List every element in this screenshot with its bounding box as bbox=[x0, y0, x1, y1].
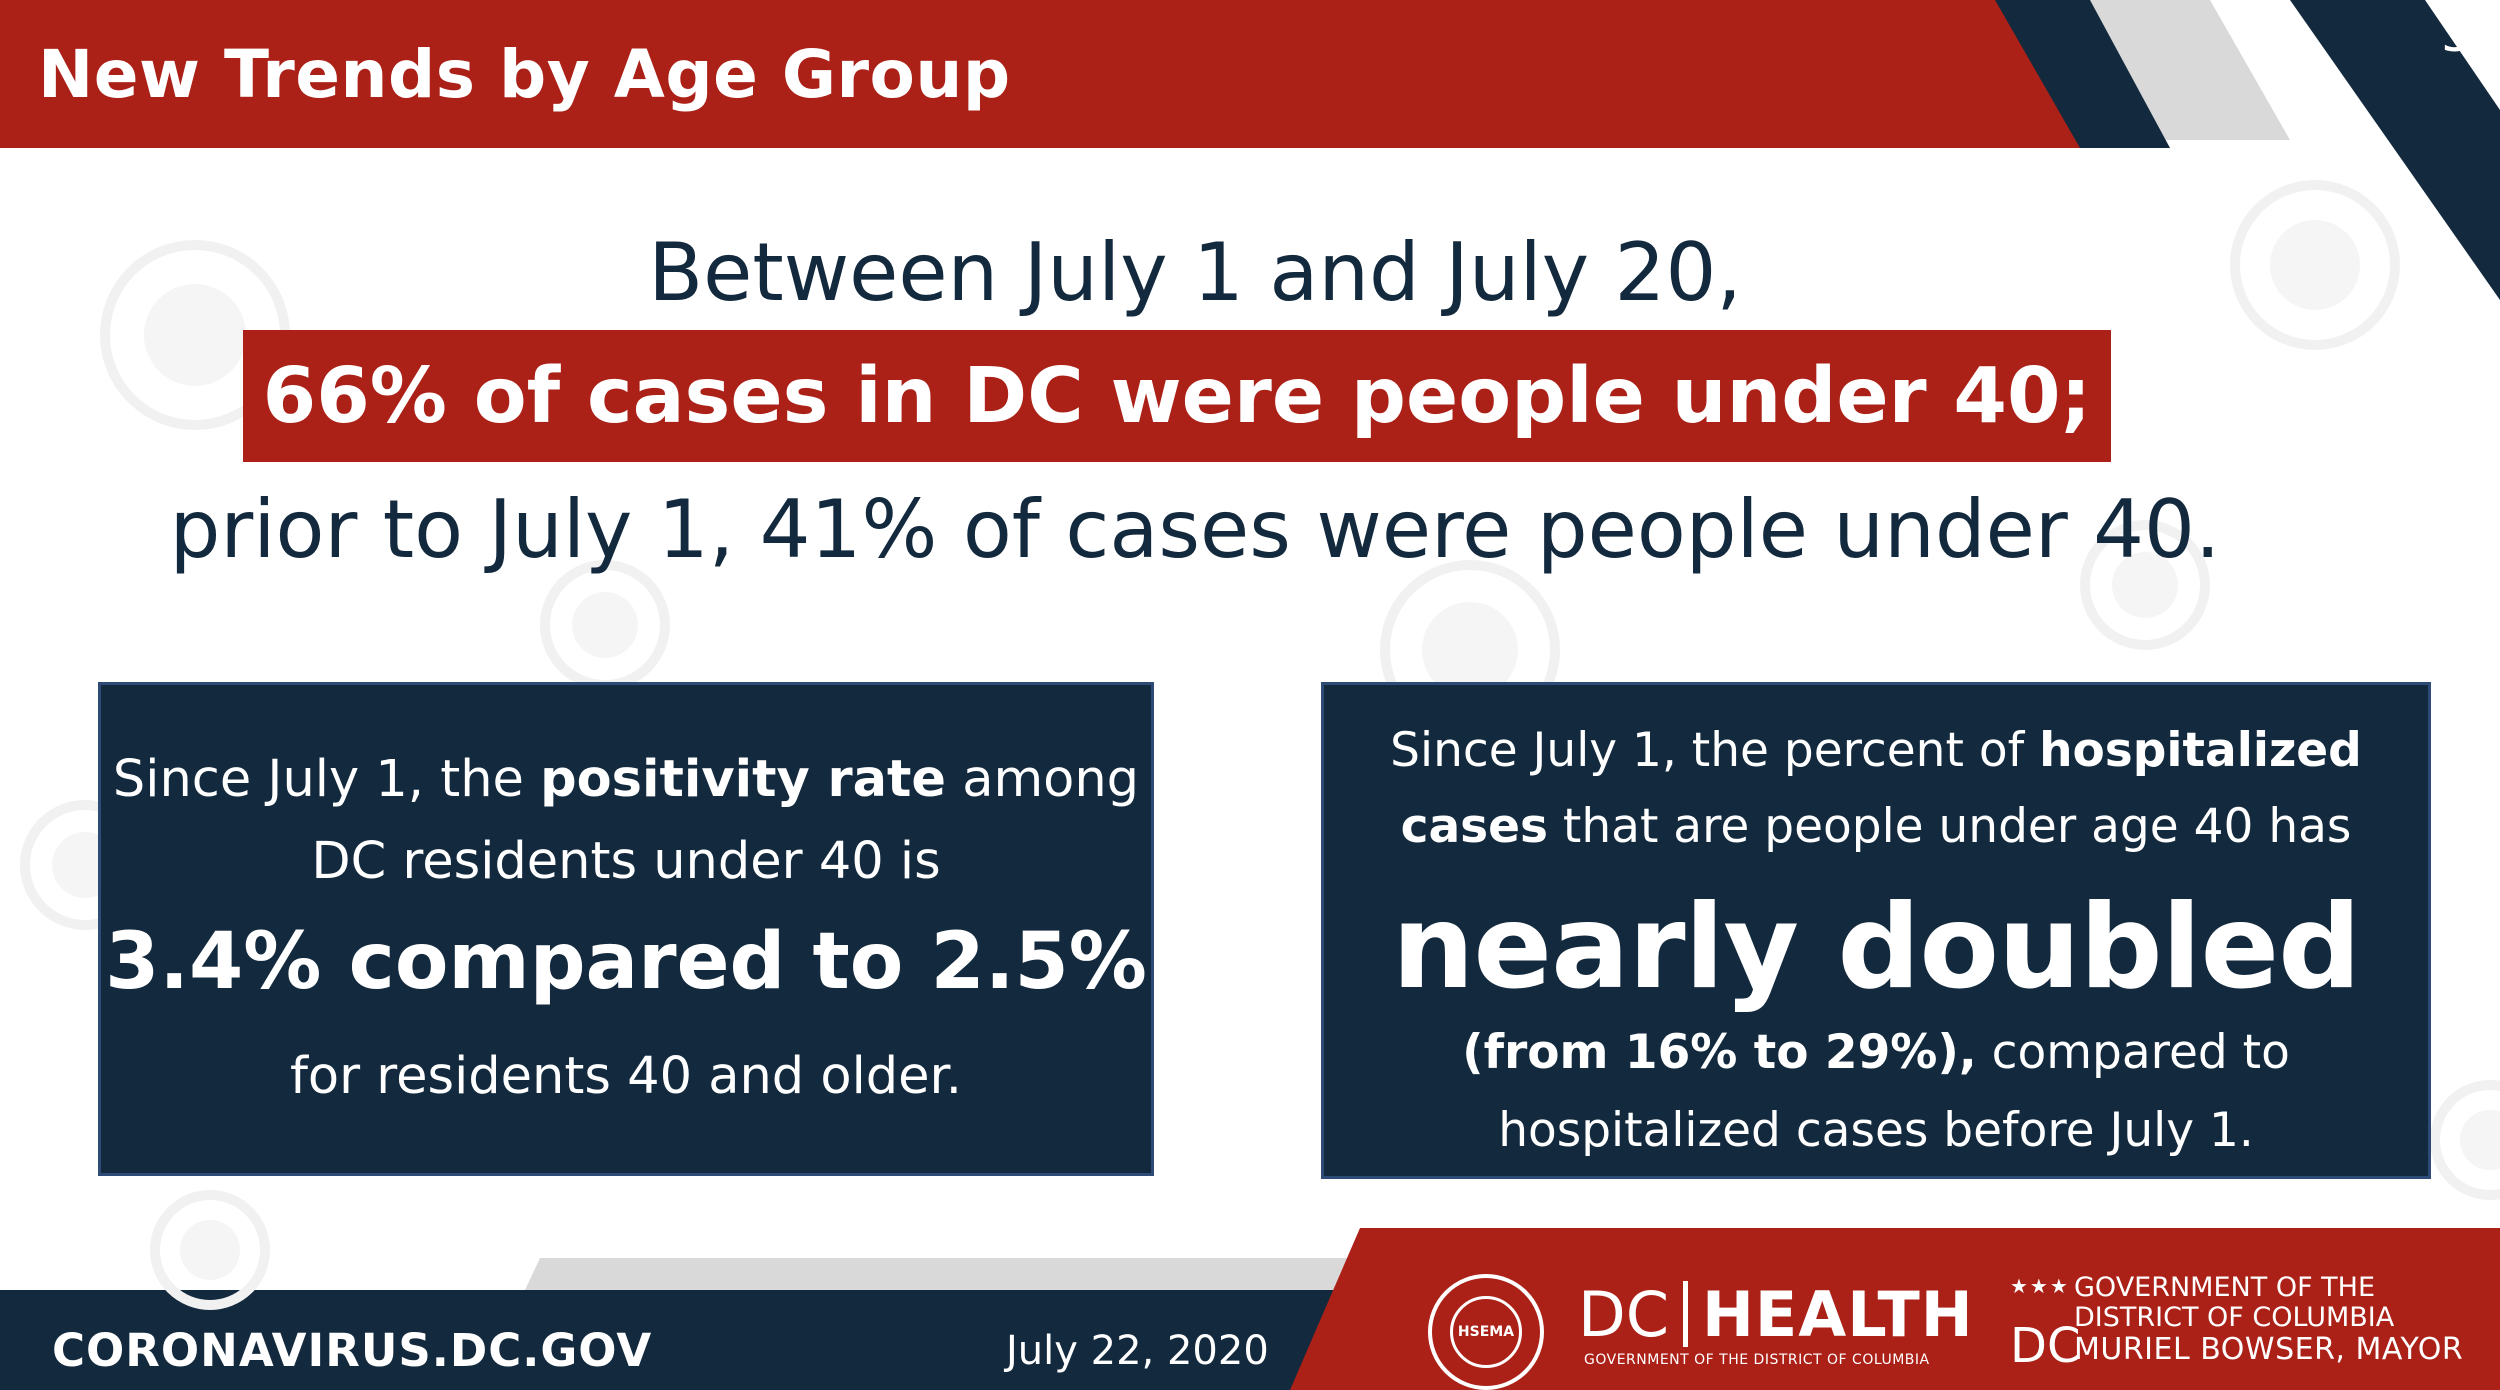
footer-gray-stripe bbox=[525, 1258, 1415, 1290]
hsema-seal-logo: HSEMA bbox=[1428, 1274, 1544, 1390]
corner-navy-stripe bbox=[2290, 0, 2500, 300]
positivity-card-text: Since July 1, the bbox=[112, 750, 541, 809]
hospitalized-card-line2: cases that are people under age 40 has bbox=[1324, 799, 2428, 854]
hospitalized-card-line5: hospitalized cases before July 1. bbox=[1498, 1103, 2254, 1158]
positivity-card-line2: DC residents under 40 is bbox=[311, 832, 941, 891]
hsema-seal-text: HSEMA bbox=[1457, 1324, 1515, 1340]
dc-health-logo-divider bbox=[1683, 1281, 1689, 1347]
cases-emphasis: cases bbox=[1400, 799, 1548, 854]
positivity-rate-emphasis: positivity rate bbox=[540, 750, 947, 809]
dc-health-logo-dc: DC bbox=[1578, 1277, 1670, 1351]
hospitalized-emphasis: hospitalized bbox=[2039, 723, 2362, 778]
virus-watermark-icon bbox=[2230, 180, 2400, 350]
dc-government-line1: GOVERNMENT OF THE bbox=[2074, 1272, 2376, 1303]
hospitalized-card-text: Since July 1, the percent of bbox=[1390, 723, 2040, 778]
positivity-card-line4: for residents 40 and older. bbox=[289, 1047, 963, 1106]
dc-government-mayor: MURIEL BOWSER, MAYOR bbox=[2074, 1332, 2464, 1367]
dc-health-logo-subtitle: GOVERNMENT OF THE DISTRICT OF COLUMBIA bbox=[1584, 1352, 1930, 1368]
hsema-seal-inner: HSEMA bbox=[1450, 1296, 1522, 1368]
positivity-card-line1: Since July 1, the positivity rate among bbox=[101, 750, 1151, 809]
header-navy-stripe bbox=[1990, 0, 2170, 148]
footer-red-bar bbox=[1290, 1228, 2500, 1390]
dc-health-logo: DC HEALTH bbox=[1578, 1276, 1974, 1352]
page-number: 5 bbox=[2440, 4, 2474, 64]
dc-health-logo-word: HEALTH bbox=[1702, 1277, 1974, 1351]
slide-date: July 22, 2020 bbox=[1006, 1328, 1269, 1374]
headline-line3: prior to July 1, 41% of cases were peopl… bbox=[169, 483, 2221, 576]
hospitalized-card-stat: nearly doubled bbox=[1391, 880, 2361, 1015]
positivity-rate-card: Since July 1, the positivity rate among … bbox=[98, 682, 1154, 1176]
virus-watermark-icon bbox=[150, 1190, 270, 1310]
hospitalized-range-emphasis: (from 16% to 29%), bbox=[1462, 1025, 1977, 1080]
hospitalized-card-line4: (from 16% to 29%), compared to bbox=[1324, 1025, 2428, 1080]
hospitalized-cases-card: Since July 1, the percent of hospitalize… bbox=[1321, 682, 2431, 1179]
hospitalized-card-text: compared to bbox=[1976, 1025, 2290, 1080]
header-red-bar bbox=[0, 0, 2080, 148]
dc-flag-stars-icon: ★★★ bbox=[2010, 1274, 2070, 1298]
virus-watermark-icon bbox=[2080, 520, 2210, 650]
website-link[interactable]: CORONAVIRUS.DC.GOV bbox=[52, 1323, 653, 1377]
virus-watermark-icon bbox=[540, 560, 670, 690]
dc-government-logo-dc: DC bbox=[2010, 1318, 2081, 1374]
page-title: New Trends by Age Group bbox=[38, 35, 1011, 113]
headline-highlight-box bbox=[243, 330, 2111, 462]
dc-government-line2: DISTRICT OF COLUMBIA bbox=[2074, 1302, 2395, 1333]
headline-line1: Between July 1 and July 20, bbox=[648, 226, 1742, 319]
footer-navy-bar bbox=[0, 1290, 1360, 1390]
headline-highlight-text: 66% of cases in DC were people under 40; bbox=[262, 351, 2092, 441]
hospitalized-card-line1: Since July 1, the percent of hospitalize… bbox=[1324, 723, 2428, 778]
positivity-card-text: among bbox=[946, 750, 1140, 809]
hospitalized-card-text: that are people under age 40 has bbox=[1547, 799, 2352, 854]
positivity-card-stat: 3.4% compared to 2.5% bbox=[105, 917, 1147, 1007]
